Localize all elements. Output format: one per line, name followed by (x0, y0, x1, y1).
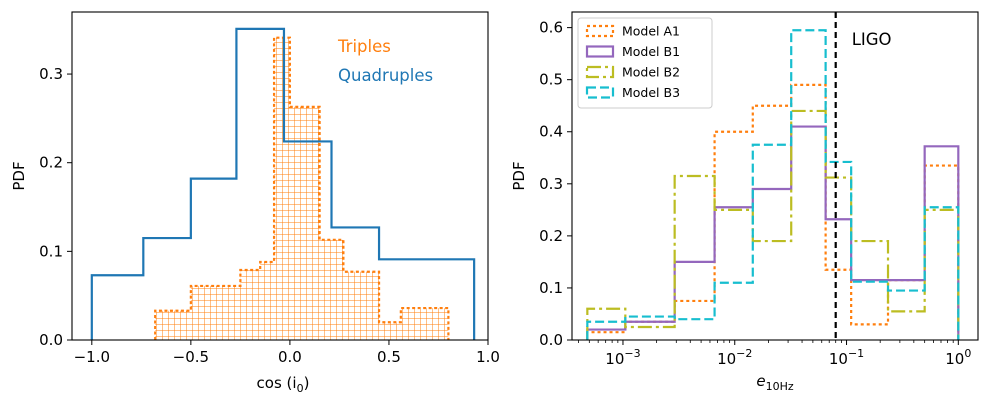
right-plot-area (586, 29, 960, 340)
legend-label: Model B2 (622, 65, 680, 80)
legend-box (577, 17, 713, 109)
ligo-label: LIGO (852, 30, 892, 49)
quadruples-histogram (90, 27, 476, 340)
left-x-axis-title-main: cos (i (257, 374, 297, 392)
right-axes-frame (571, 11, 979, 341)
left-x-axis-title-close: ) (304, 374, 310, 392)
right-y-tick-label: 0.2 (539, 227, 563, 245)
ligo-marker: LIGO (834, 12, 892, 340)
legend-label: Model B3 (622, 85, 680, 100)
histogram-model-b1 (586, 125, 960, 340)
left-y-tick-label: 0.1 (39, 242, 63, 260)
left-y-axis: 0.0 0.1 0.2 0.3 (39, 65, 72, 349)
left-x-axis: −1.0 −0.5 0.0 0.5 1.0 (74, 340, 500, 366)
right-x-tick-label: 100 (945, 347, 971, 368)
legend-label: Model B1 (622, 44, 680, 59)
left-x-axis-title: cos (i0) (257, 374, 310, 395)
histogram-model-b2 (586, 109, 960, 340)
right-y-axis: 0.0 0.1 0.2 0.3 0.4 0.5 0.6 (539, 19, 572, 349)
histogram-model-a1 (586, 83, 960, 340)
right-y-tick-label: 0.3 (539, 175, 563, 193)
right-x-tick-label: 10−3 (605, 347, 640, 368)
right-y-tick-label: 0.5 (539, 71, 563, 89)
right-x-axis-title-main: e (756, 372, 765, 390)
legend-label: Model A1 (622, 24, 680, 39)
left-y-tick-label: 0.0 (39, 331, 63, 349)
left-x-tick-label: 0.0 (278, 348, 302, 366)
right-y-axis-title: PDF (510, 161, 528, 190)
right-y-tick-label: 0.6 (539, 19, 563, 37)
legend-swatch (585, 45, 615, 58)
histogram-model-b3 (586, 29, 960, 340)
left-y-tick-label: 0.2 (39, 154, 63, 172)
right-legend: Model A1 Model B1 Model B2 Model B3 (577, 17, 713, 109)
left-x-axis-title-sub: 0 (297, 382, 304, 395)
left-plot-area (90, 27, 476, 340)
left-y-tick-label: 0.3 (39, 65, 63, 83)
quadruples-label: Quadruples (338, 66, 433, 85)
left-x-tick-label: 0.5 (377, 348, 401, 366)
right-x-axis-title: e10Hz (756, 372, 794, 393)
right-x-axis: 10−3 10−2 10−1 100 (578, 340, 971, 368)
left-x-tick-label: −1.0 (74, 348, 110, 366)
left-y-axis-title: PDF (10, 161, 28, 190)
left-axes-frame (71, 11, 489, 341)
left-chart-panel: 0.0 0.1 0.2 0.3 −1.0 −0.5 0.0 0.5 1.0 Triples Qu… (10, 11, 500, 395)
right-x-tick-label: 10−2 (717, 347, 752, 368)
legend-swatch (585, 24, 615, 38)
right-y-tick-label: 0.1 (539, 279, 563, 297)
left-x-tick-label: 1.0 (476, 348, 500, 366)
right-y-tick-label: 0.0 (539, 331, 563, 349)
triples-label: Triples (337, 37, 391, 56)
legend-swatch (585, 65, 615, 79)
right-y-tick-label: 0.4 (539, 123, 563, 141)
right-x-tick-label: 10−1 (829, 347, 864, 368)
triples-histogram (154, 36, 450, 340)
legend-swatch (585, 86, 615, 99)
right-chart-panel: 0.0 0.1 0.2 0.3 0.4 0.5 0.6 10−3 10−2 10−1 100 LI… (510, 11, 979, 393)
left-annotations: Triples Quadruples (337, 37, 433, 85)
left-x-tick-label: −0.5 (173, 348, 209, 366)
triples-hatch-fill (155, 37, 449, 340)
right-x-axis-title-sub: 10Hz (766, 380, 794, 393)
